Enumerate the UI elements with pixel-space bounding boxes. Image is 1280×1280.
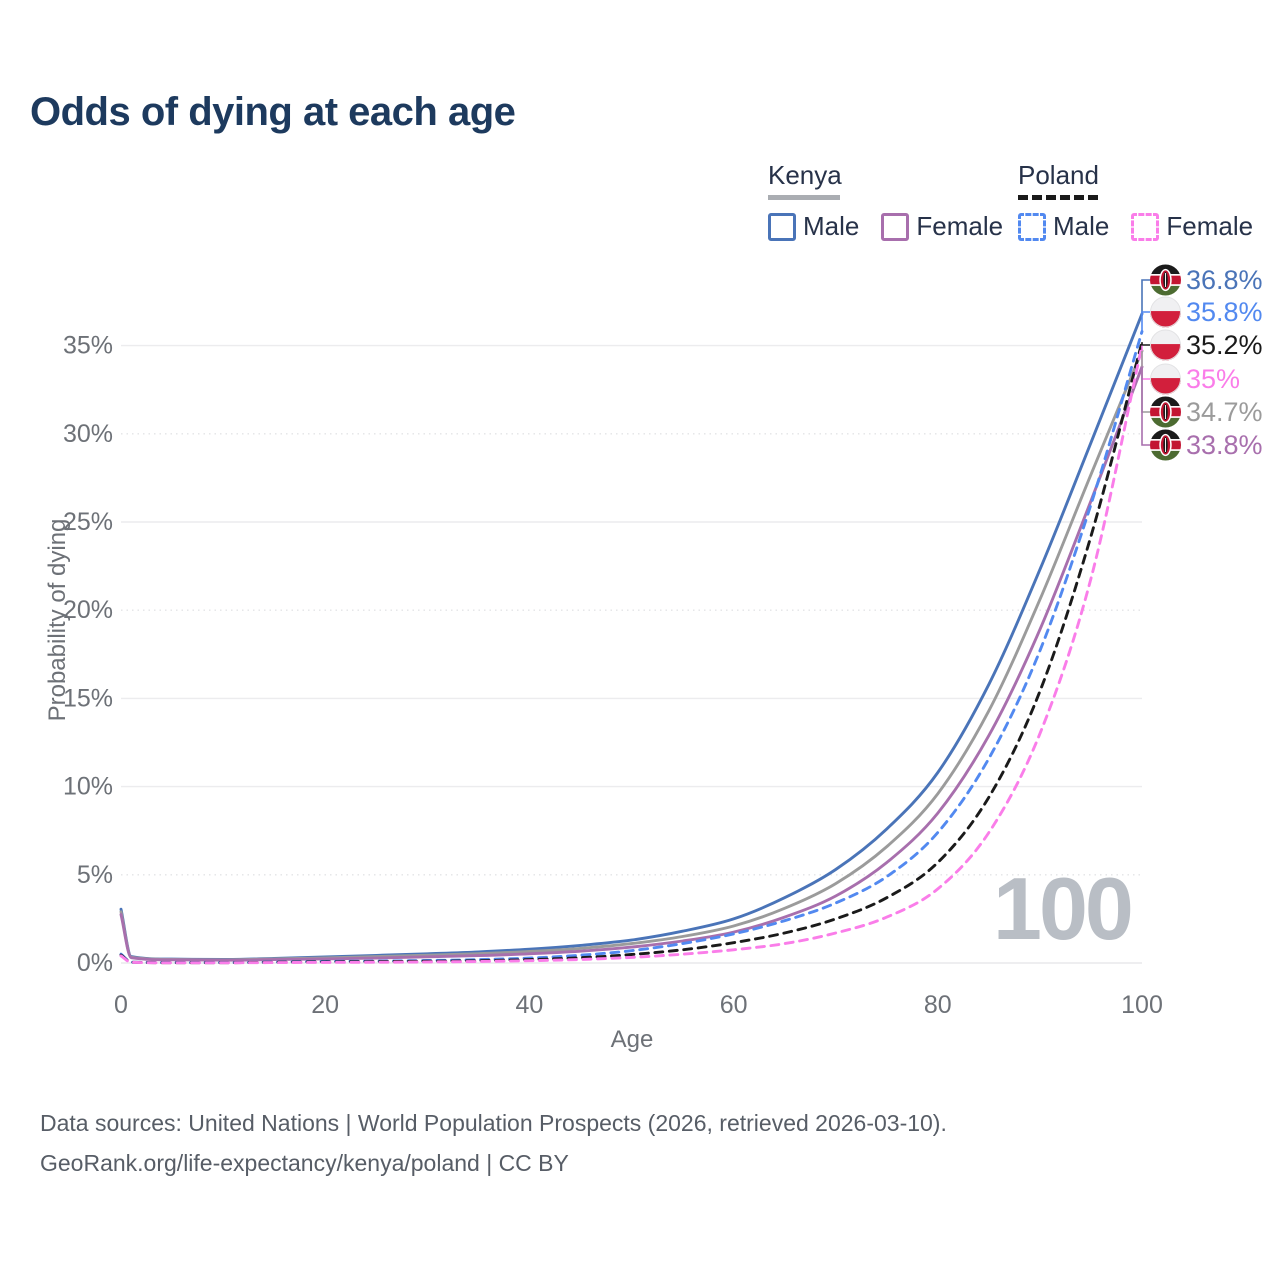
y-tick-label: 10% [63,773,113,801]
legend-label: Female [916,211,1004,241]
end-value-label: 35.8% [1186,297,1263,327]
poland-flag-icon [1150,329,1181,361]
series-line-poland [119,340,1144,965]
kenya-flag-icon [1150,264,1181,296]
series-line-poland-female [119,344,1144,965]
x-tick-label: 100 [1121,991,1163,1019]
leader-line [1141,279,1150,314]
series-line-kenya [119,349,1144,962]
end-value-label: 34.7% [1186,397,1263,427]
footer-data-sources: Data sources: United Nations | World Pop… [40,1110,947,1136]
legend-header-kenya: Kenya [768,160,842,190]
legend-header-poland: Poland [1018,160,1099,190]
x-tick-label: 20 [311,991,339,1019]
y-tick-label: 15% [63,684,113,712]
age-cursor-watermark: 100 [993,859,1134,958]
legend-label: Male [1053,211,1110,241]
kenya-male-checkbox-icon [768,212,796,241]
kenya-flag-icon [1150,429,1181,461]
y-tick-label: 0% [77,949,113,977]
poland-female-checkbox-icon [1131,212,1160,241]
legend-item-poland-male[interactable]: Male [1018,211,1109,242]
x-axis-title: Age [610,1026,654,1053]
end-value-label: 35.2% [1186,330,1263,360]
leader-line [1141,366,1150,446]
end-value-label: 35% [1186,364,1240,394]
y-axis-title: Probability of dying [44,518,71,722]
leader-line [1141,311,1150,332]
series-line-kenya-male [119,312,1144,961]
x-tick-label: 40 [515,991,543,1019]
y-tick-label: 20% [63,596,113,624]
poland-flag-icon [1150,296,1181,328]
kenya-flag-icon [1150,396,1181,428]
x-tick-label: 0 [114,991,128,1019]
end-value-label: 33.8% [1186,430,1263,460]
y-tick-label: 25% [63,508,113,536]
poland-male-checkbox-icon [1018,212,1046,241]
x-tick-label: 80 [924,991,952,1019]
legend-item-kenya-female[interactable]: Female [881,211,1003,242]
y-tick-label: 5% [77,861,113,889]
legend-group-kenya: Kenya Male Female [768,160,1025,242]
legend-label: Female [1166,211,1254,241]
x-tick-label: 60 [720,991,748,1019]
legend-item-kenya-male[interactable]: Male [768,211,859,242]
page-title: Odds of dying at each age [30,90,516,134]
legend-item-poland-female[interactable]: Female [1131,211,1253,242]
series-line-poland-male [119,330,1144,965]
y-tick-label: 35% [63,332,113,360]
kenya-solid-line-swatch [768,195,840,200]
leader-line [1141,350,1150,413]
legend-label: Male [803,211,860,241]
poland-flag-icon [1150,363,1181,395]
kenya-female-checkbox-icon [881,212,910,241]
y-tick-label: 30% [63,420,113,448]
end-value-label: 36.8% [1186,265,1263,295]
footer-attribution: GeoRank.org/life-expectancy/kenya/poland… [40,1150,569,1176]
series-line-kenya-female [119,365,1144,962]
poland-dashed-line-swatch [1018,195,1098,200]
legend-group-poland: Poland Male Female [1018,160,1275,242]
leader-line [1141,342,1150,346]
